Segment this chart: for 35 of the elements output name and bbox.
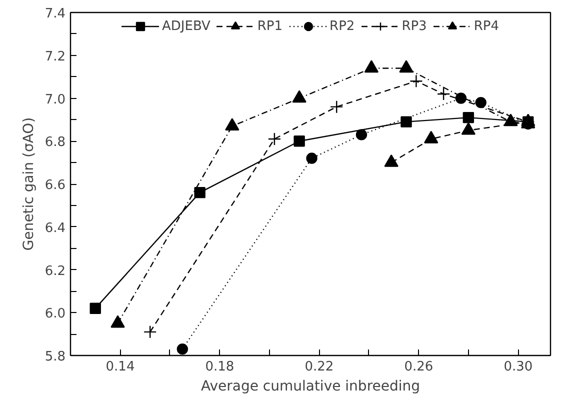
point [306,152,318,164]
point [436,87,450,101]
x-tick-label: 0.30 [504,360,533,374]
x-tick-label: 0.18 [205,360,234,374]
legend-label: RP3 [402,18,427,34]
point [330,100,344,114]
y-tick-label: 6.4 [44,220,66,236]
legend-label: RP4 [474,18,499,34]
y-tick-label: 7.2 [44,49,66,64]
x-axis-title: Average cumulative inbreeding [200,378,420,394]
point [90,302,101,314]
point [356,129,368,140]
y-tick-label: 6.8 [44,135,66,150]
y-tick-label: 5.8 [44,350,66,364]
point [410,74,423,88]
y-tick-label: 6.0 [44,306,66,322]
point [176,343,188,355]
x-tick-label: 0.14 [106,360,135,374]
y-tick-label: 7.4 [44,6,66,22]
y-tick-label: 6.2 [44,264,66,279]
point [475,96,486,108]
point [294,136,305,147]
point [400,116,412,128]
point [194,186,206,198]
y-axis-title: Genetic gain (σAO) [20,117,37,251]
y-tick-label: 7.0 [44,92,66,108]
legend-label: ADJEBV [162,18,210,34]
x-tick-label: 0.22 [304,360,334,374]
legend-label: RP2 [330,18,355,34]
legend-label: RP1 [257,18,283,34]
x-tick-label: 0.26 [404,360,434,374]
point [143,325,157,339]
y-tick-label: 6.6 [44,178,66,193]
point [268,132,282,146]
point [462,112,474,124]
